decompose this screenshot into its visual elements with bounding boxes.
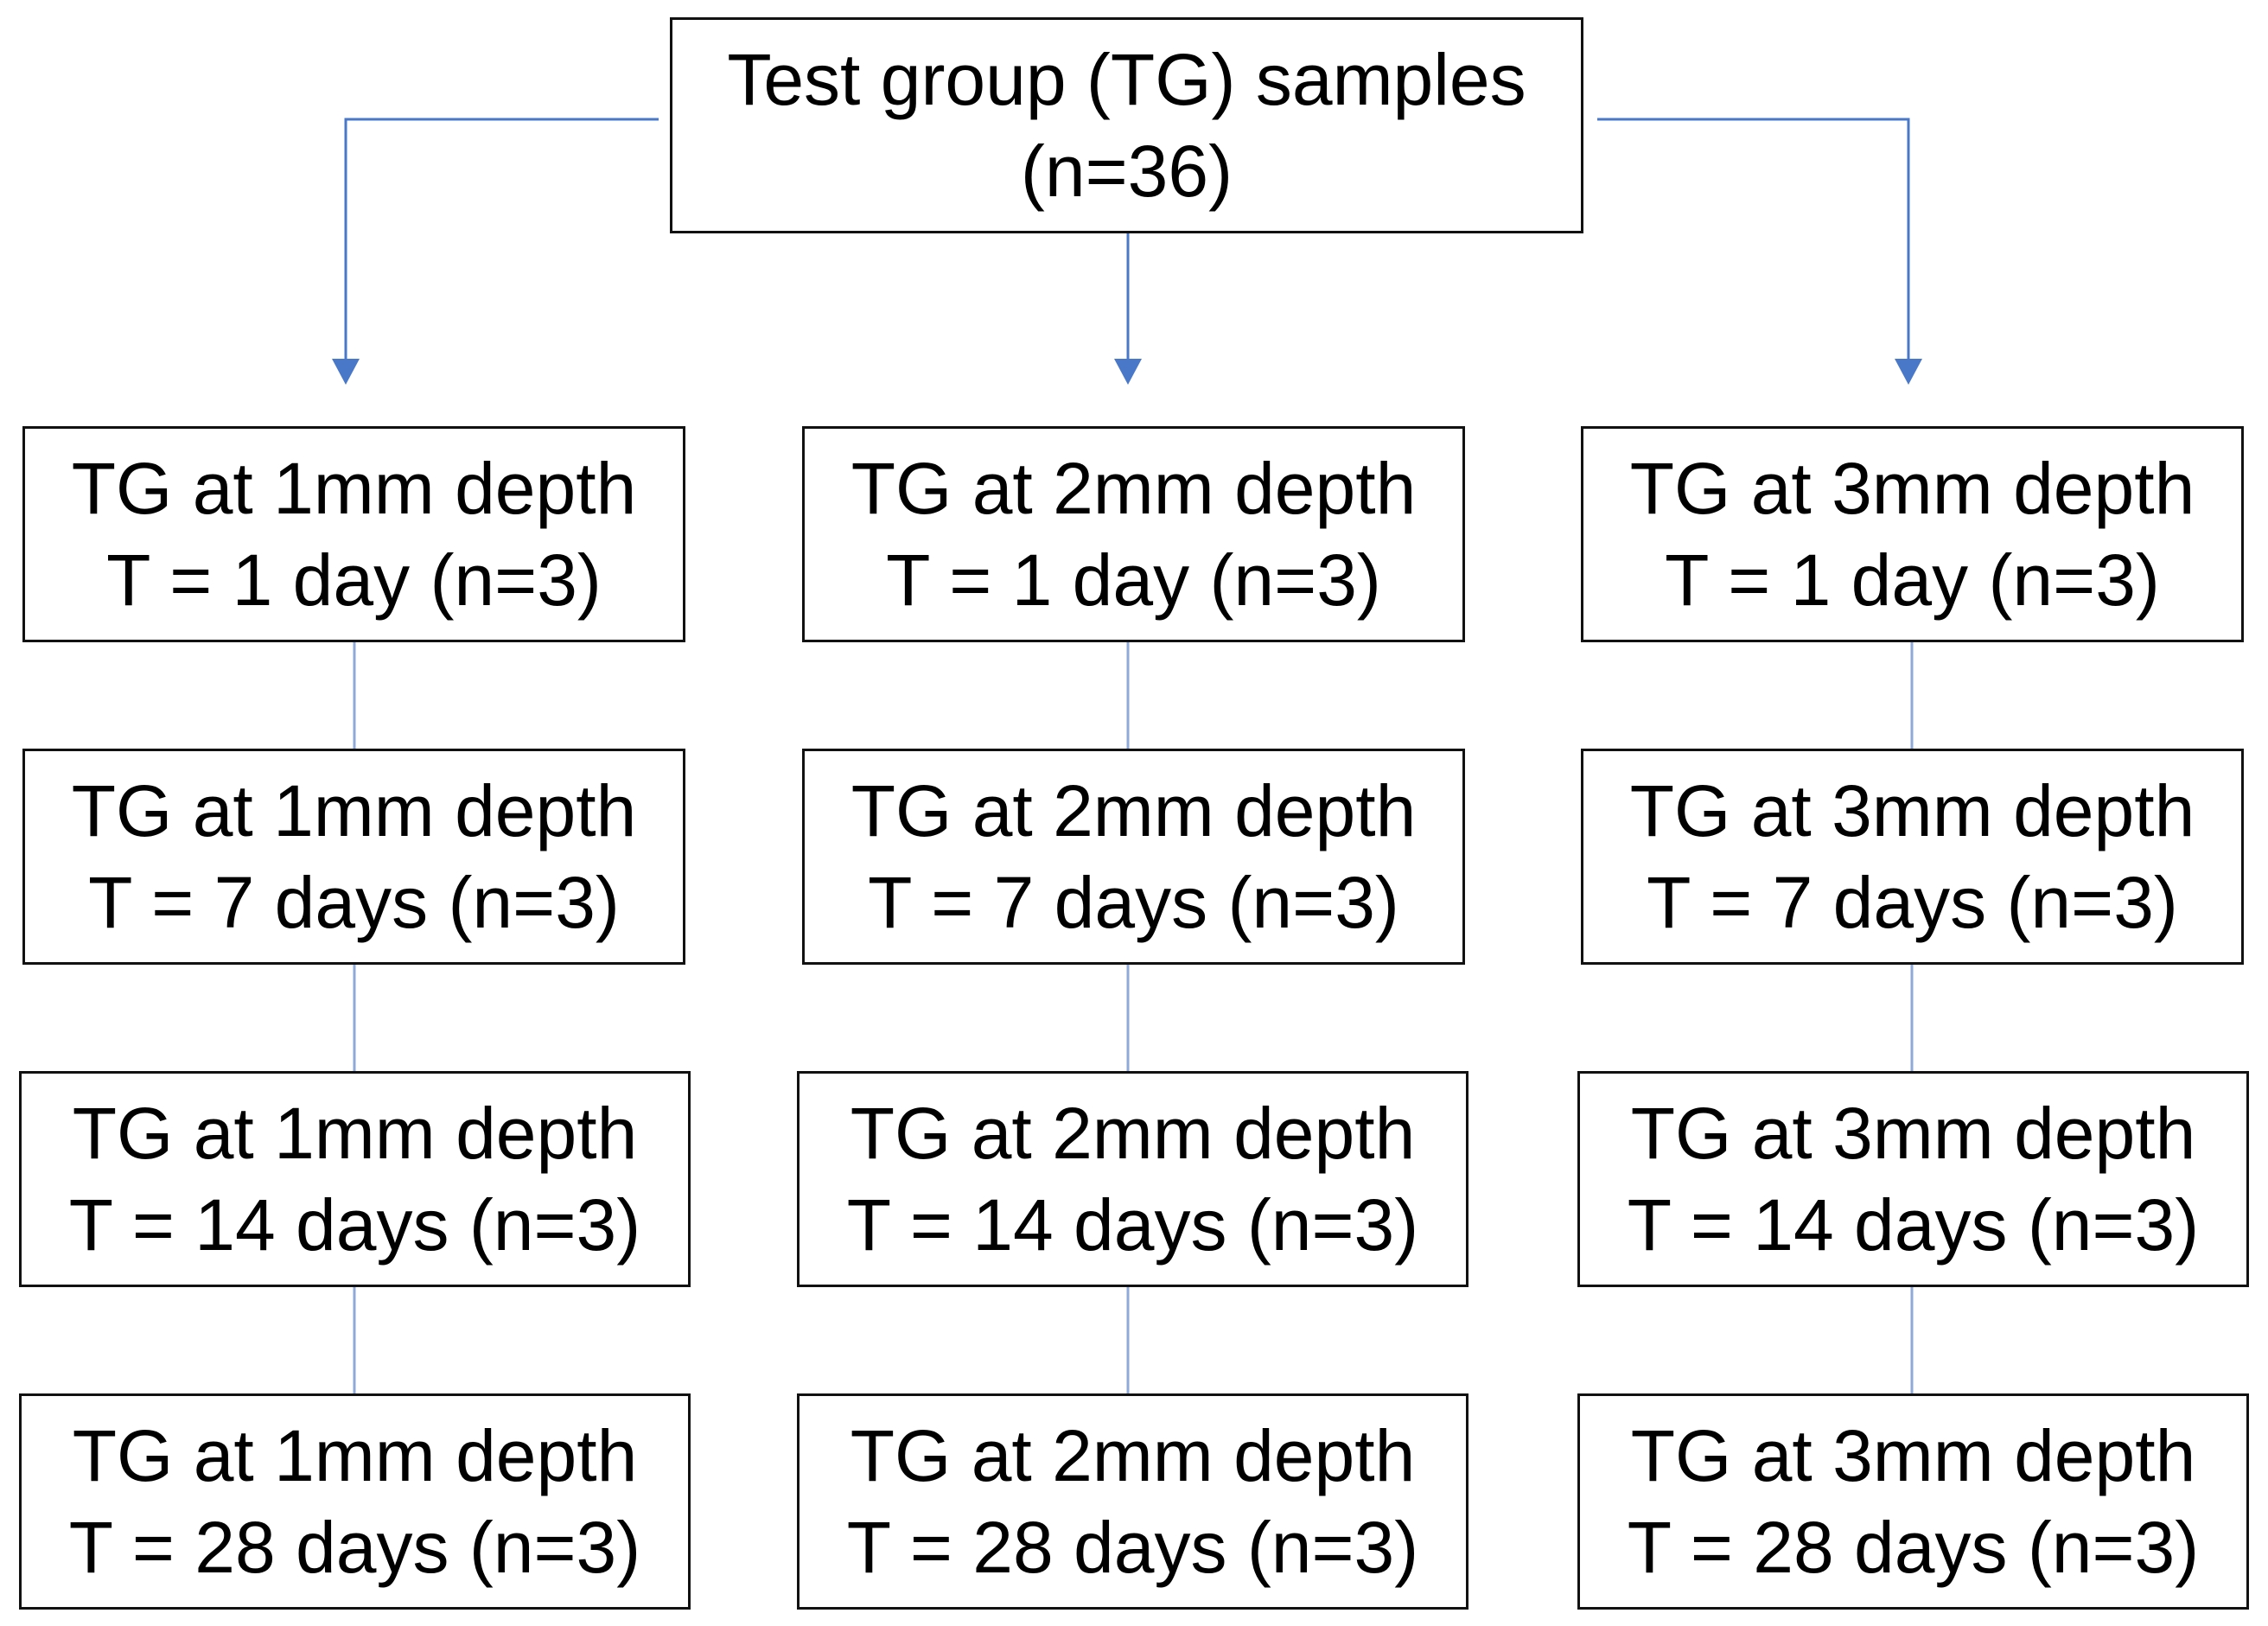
node-time-label: T = 14 days (n=3): [846, 1184, 1419, 1266]
arrow-to-3mm: [1597, 118, 1910, 359]
node-time-label: T = 7 days (n=3): [1647, 862, 2178, 943]
arrowhead-2mm: [1114, 359, 1142, 385]
node-3mm-day7: TG at 3mm depth T = 7 days (n=3): [1581, 749, 2244, 965]
node-depth-label: TG at 2mm depth: [850, 1415, 1416, 1496]
node-time-label: T = 14 days (n=3): [68, 1184, 641, 1266]
node-1mm-day1: TG at 1mm depth T = 1 day (n=3): [22, 426, 685, 642]
node-1mm-day7: TG at 1mm depth T = 7 days (n=3): [22, 749, 685, 965]
node-time-label: T = 28 days (n=3): [68, 1507, 641, 1588]
node-3mm-day28: TG at 3mm depth T = 28 days (n=3): [1577, 1393, 2249, 1610]
arrowhead-1mm: [332, 359, 360, 385]
node-depth-label: TG at 3mm depth: [1629, 448, 2195, 529]
node-time-label: T = 1 day (n=3): [106, 539, 602, 621]
node-depth-label: TG at 3mm depth: [1630, 1093, 2196, 1174]
node-3mm-day1: TG at 3mm depth T = 1 day (n=3): [1581, 426, 2244, 642]
root-count: (n=36): [1020, 131, 1233, 212]
node-1mm-day14: TG at 1mm depth T = 14 days (n=3): [19, 1071, 691, 1287]
node-1mm-day28: TG at 1mm depth T = 28 days (n=3): [19, 1393, 691, 1610]
node-2mm-day28: TG at 2mm depth T = 28 days (n=3): [797, 1393, 1468, 1610]
node-time-label: T = 14 days (n=3): [1627, 1184, 2200, 1266]
node-2mm-day7: TG at 2mm depth T = 7 days (n=3): [802, 749, 1465, 965]
node-depth-label: TG at 3mm depth: [1629, 770, 2195, 851]
node-depth-label: TG at 1mm depth: [72, 1415, 638, 1496]
node-depth-label: TG at 1mm depth: [72, 1093, 638, 1174]
root-title: Test group (TG) samples: [727, 39, 1526, 120]
node-depth-label: TG at 2mm depth: [850, 448, 1417, 529]
node-time-label: T = 7 days (n=3): [88, 862, 620, 943]
node-2mm-day1: TG at 2mm depth T = 1 day (n=3): [802, 426, 1465, 642]
node-time-label: T = 1 day (n=3): [886, 539, 1381, 621]
arrow-to-1mm: [344, 118, 659, 359]
node-depth-label: TG at 2mm depth: [850, 770, 1417, 851]
root-box: Test group (TG) samples (n=36): [670, 17, 1583, 233]
node-depth-label: TG at 1mm depth: [71, 448, 637, 529]
node-depth-label: TG at 1mm depth: [71, 770, 637, 851]
node-depth-label: TG at 3mm depth: [1630, 1415, 2196, 1496]
node-time-label: T = 28 days (n=3): [846, 1507, 1419, 1588]
node-2mm-day14: TG at 2mm depth T = 14 days (n=3): [797, 1071, 1468, 1287]
node-time-label: T = 7 days (n=3): [868, 862, 1399, 943]
arrowhead-3mm: [1895, 359, 1922, 385]
node-time-label: T = 28 days (n=3): [1627, 1507, 2200, 1588]
node-3mm-day14: TG at 3mm depth T = 14 days (n=3): [1577, 1071, 2249, 1287]
node-time-label: T = 1 day (n=3): [1665, 539, 2160, 621]
node-depth-label: TG at 2mm depth: [850, 1093, 1416, 1174]
